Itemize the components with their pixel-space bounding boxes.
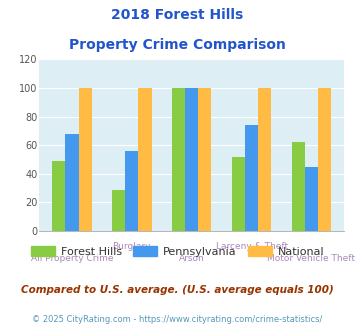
Bar xyxy=(318,88,331,231)
Bar xyxy=(305,167,318,231)
Bar xyxy=(65,134,78,231)
Text: Compared to U.S. average. (U.S. average equals 100): Compared to U.S. average. (U.S. average … xyxy=(21,285,334,295)
Bar xyxy=(172,88,185,231)
Text: © 2025 CityRating.com - https://www.cityrating.com/crime-statistics/: © 2025 CityRating.com - https://www.city… xyxy=(32,315,323,324)
Bar xyxy=(112,189,125,231)
Bar xyxy=(52,161,65,231)
Text: 2018 Forest Hills: 2018 Forest Hills xyxy=(111,8,244,22)
Bar xyxy=(245,125,258,231)
Bar xyxy=(258,88,271,231)
Text: Arson: Arson xyxy=(179,254,204,263)
Text: Burglary: Burglary xyxy=(113,243,151,251)
Legend: Forest Hills, Pennsylvania, National: Forest Hills, Pennsylvania, National xyxy=(27,243,328,260)
Bar xyxy=(198,88,212,231)
Text: Motor Vehicle Theft: Motor Vehicle Theft xyxy=(267,254,355,263)
Bar xyxy=(125,151,138,231)
Bar xyxy=(292,142,305,231)
Text: Larceny & Theft: Larceny & Theft xyxy=(215,243,288,251)
Bar xyxy=(138,88,152,231)
Bar xyxy=(232,157,245,231)
Bar xyxy=(78,88,92,231)
Bar xyxy=(185,88,198,231)
Text: All Property Crime: All Property Crime xyxy=(31,254,113,263)
Text: Property Crime Comparison: Property Crime Comparison xyxy=(69,38,286,52)
